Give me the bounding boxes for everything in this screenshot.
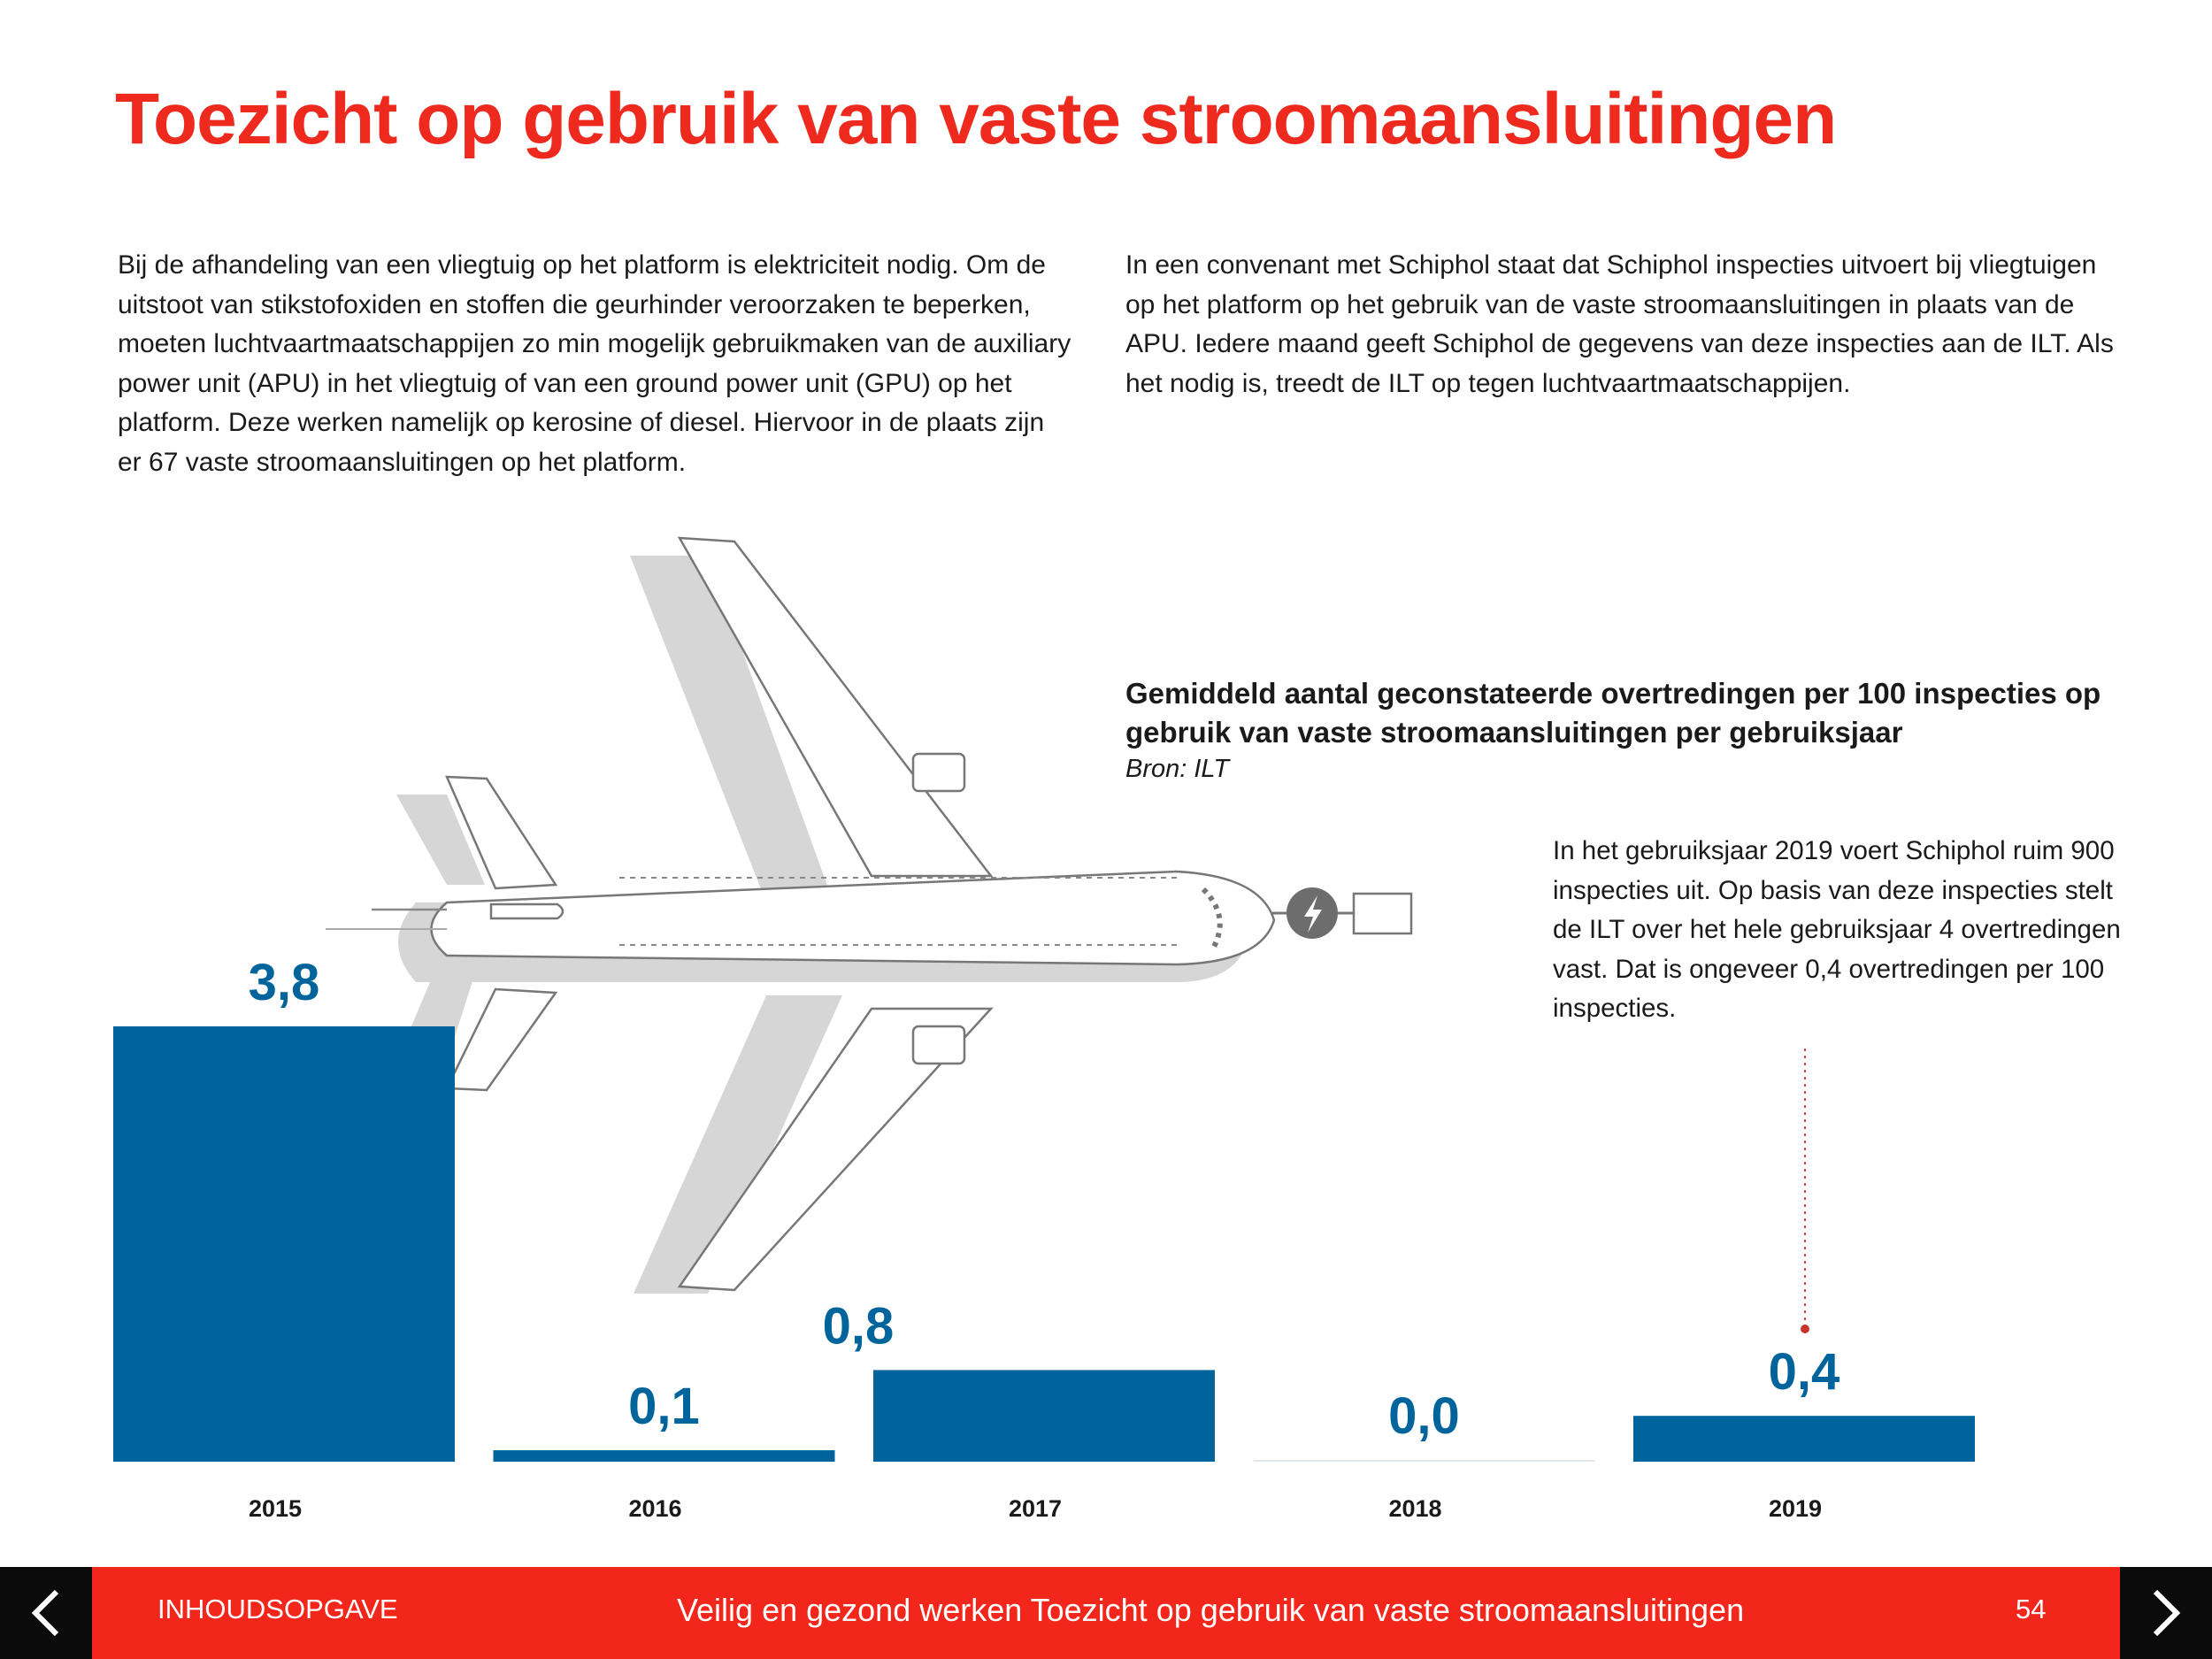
bar-2017 bbox=[873, 1370, 1215, 1462]
x-tick-2015: 2015 bbox=[249, 1495, 302, 1522]
bar-2015 bbox=[113, 1026, 455, 1462]
bar-2016 bbox=[493, 1450, 835, 1462]
x-tick-2016: 2016 bbox=[628, 1495, 681, 1522]
chevron-left-icon bbox=[31, 1589, 59, 1637]
intro-text-left: Bij de afhandeling van een vliegtuig op … bbox=[118, 250, 1071, 477]
bar-2019 bbox=[1633, 1416, 1975, 1462]
page-number: 54 bbox=[2016, 1594, 2047, 1624]
bar-2018 bbox=[1253, 1460, 1595, 1462]
value-label-2019: 0,4 bbox=[1769, 1343, 1840, 1401]
chart-title: Gemiddeld aantal geconstateerde overtred… bbox=[1125, 677, 2101, 749]
page-title: Toezicht op gebruik van vaste stroomaans… bbox=[115, 79, 1837, 159]
value-label-2018: 0,0 bbox=[1388, 1387, 1460, 1445]
value-label-2016: 0,1 bbox=[628, 1378, 700, 1435]
value-label-2017: 0,8 bbox=[823, 1297, 895, 1355]
violations-bar-chart: 3,8 0,1 0,8 0,0 0,4 2015 2016 2017 2018 2019 bbox=[113, 536, 1975, 1522]
callout-pointer-dot bbox=[1801, 1325, 1809, 1333]
next-page-button[interactable] bbox=[2120, 1567, 2212, 1659]
x-tick-2019: 2019 bbox=[1769, 1495, 1822, 1522]
callout-text: In het gebruiksjaar 2019 voert Schiphol … bbox=[1553, 836, 2121, 1023]
footer-bar: INHOUDSOPGAVE Veilig en gezond werken To… bbox=[0, 1567, 2212, 1659]
previous-page-button[interactable] bbox=[0, 1567, 92, 1659]
footer-section-title: Veilig en gezond werken Toezicht op gebr… bbox=[677, 1592, 1745, 1628]
airplane-icon bbox=[326, 536, 1413, 1294]
intro-text-right: In een convenant met Schiphol staat dat … bbox=[1125, 250, 2114, 398]
value-label-2015: 3,8 bbox=[249, 954, 320, 1011]
chevron-right-icon bbox=[2153, 1589, 2181, 1637]
x-tick-2017: 2017 bbox=[1009, 1495, 1062, 1522]
x-tick-2018: 2018 bbox=[1388, 1495, 1441, 1522]
chart-source: Bron: ILT bbox=[1125, 755, 1230, 783]
table-of-contents-link[interactable]: INHOUDSOPGAVE bbox=[157, 1594, 398, 1624]
